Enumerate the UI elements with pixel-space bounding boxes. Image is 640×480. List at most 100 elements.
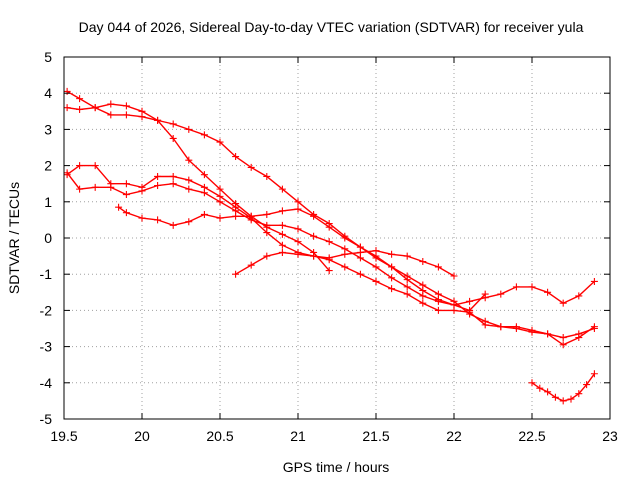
data-point bbox=[544, 288, 552, 296]
data-point bbox=[263, 210, 271, 218]
data-point bbox=[76, 95, 84, 103]
data-point bbox=[278, 241, 286, 249]
data-point bbox=[232, 270, 240, 278]
data-point bbox=[247, 261, 255, 269]
data-point bbox=[403, 252, 411, 260]
data-point bbox=[63, 171, 71, 179]
series-line bbox=[67, 106, 330, 272]
data-point bbox=[450, 272, 458, 280]
data-point bbox=[528, 328, 536, 336]
data-point bbox=[169, 134, 177, 142]
data-point bbox=[356, 248, 364, 256]
data-point bbox=[388, 274, 396, 282]
data-point bbox=[263, 252, 271, 260]
data-point bbox=[341, 263, 349, 271]
data-point bbox=[122, 180, 130, 188]
data-point bbox=[512, 325, 520, 332]
data-point bbox=[403, 283, 411, 291]
data-point bbox=[278, 230, 286, 238]
data-point bbox=[325, 254, 333, 262]
data-point bbox=[590, 370, 598, 378]
data-point bbox=[278, 248, 286, 256]
data-point bbox=[91, 183, 99, 191]
data-point bbox=[278, 221, 286, 229]
data-point bbox=[91, 104, 99, 112]
data-point bbox=[247, 212, 255, 220]
data-point bbox=[294, 250, 302, 258]
data-point bbox=[216, 138, 224, 146]
data-point bbox=[200, 131, 208, 139]
data-point bbox=[200, 210, 208, 218]
x-tick-label: 23 bbox=[602, 428, 618, 444]
data-point bbox=[325, 267, 333, 275]
y-tick-label: 2 bbox=[44, 158, 52, 174]
data-point bbox=[154, 216, 162, 224]
data-point bbox=[216, 192, 224, 200]
data-point bbox=[567, 395, 575, 403]
data-point bbox=[388, 250, 396, 258]
data-point bbox=[263, 229, 271, 237]
series-track-e bbox=[115, 203, 489, 314]
y-axis-label: SDTVAR / TECUs bbox=[6, 182, 22, 294]
data-point bbox=[294, 205, 302, 213]
data-point bbox=[388, 263, 396, 271]
data-point bbox=[590, 325, 598, 332]
series-layer bbox=[63, 87, 598, 405]
data-point bbox=[138, 183, 146, 191]
y-tick-label: 1 bbox=[44, 194, 52, 210]
series-line bbox=[531, 373, 595, 402]
chart-title: Day 044 of 2026, Sidereal Day-to-day VTE… bbox=[79, 19, 584, 35]
data-point bbox=[325, 238, 333, 246]
data-point bbox=[169, 172, 177, 180]
data-point bbox=[122, 191, 130, 199]
data-point bbox=[63, 104, 71, 112]
data-point bbox=[403, 290, 411, 298]
data-point bbox=[434, 263, 442, 271]
data-point bbox=[310, 252, 318, 260]
data-point bbox=[200, 183, 208, 191]
y-tick-label: -4 bbox=[40, 375, 53, 391]
x-axis-label: GPS time / hours bbox=[283, 459, 390, 475]
data-point bbox=[497, 323, 505, 331]
data-point bbox=[559, 341, 567, 349]
data-point bbox=[575, 292, 583, 300]
data-point bbox=[169, 221, 177, 229]
series-track-d bbox=[63, 162, 598, 342]
data-point bbox=[481, 290, 489, 298]
data-point bbox=[372, 277, 380, 285]
data-point bbox=[356, 270, 364, 278]
data-point bbox=[107, 180, 115, 188]
x-tick-label: 21.5 bbox=[362, 428, 389, 444]
data-point bbox=[107, 100, 115, 108]
data-point bbox=[559, 334, 567, 342]
y-tick-label: 0 bbox=[44, 230, 52, 246]
x-tick-label: 19.5 bbox=[50, 428, 77, 444]
data-point bbox=[559, 397, 567, 405]
data-point bbox=[325, 223, 333, 231]
y-tick-label: -1 bbox=[40, 266, 53, 282]
data-point bbox=[466, 297, 474, 305]
y-tick-label: -2 bbox=[40, 302, 53, 318]
data-point bbox=[544, 330, 552, 338]
data-point bbox=[536, 384, 544, 392]
data-point bbox=[169, 180, 177, 188]
data-point bbox=[528, 283, 536, 291]
data-point bbox=[91, 162, 99, 170]
data-point bbox=[372, 247, 380, 255]
data-point bbox=[154, 182, 162, 190]
y-axis: 5 4 3 2 1 0 -1 -2 -3 -4 -5 bbox=[40, 49, 610, 427]
data-point bbox=[216, 214, 224, 222]
data-point bbox=[278, 185, 286, 193]
data-point bbox=[76, 185, 84, 193]
data-point bbox=[169, 120, 177, 128]
series-line bbox=[66, 164, 595, 339]
x-tick-label: 20 bbox=[134, 428, 150, 444]
data-point bbox=[590, 277, 598, 285]
data-point bbox=[403, 276, 411, 284]
data-point bbox=[76, 162, 84, 170]
data-point bbox=[544, 388, 552, 396]
data-point bbox=[263, 221, 271, 229]
grid-lines bbox=[64, 57, 610, 419]
data-point bbox=[512, 283, 520, 291]
